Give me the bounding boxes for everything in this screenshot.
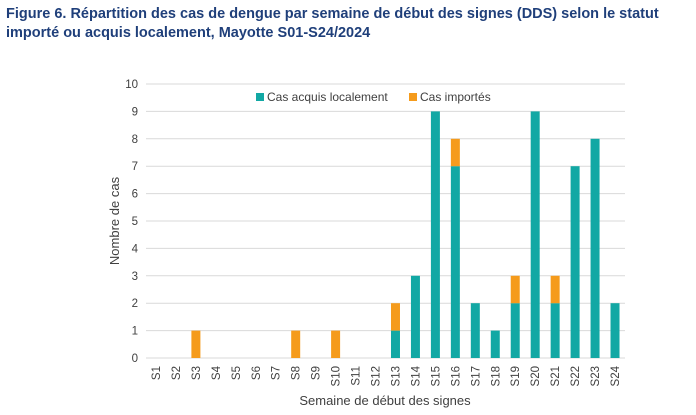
x-tick-label: S2 bbox=[171, 366, 183, 380]
x-axis-label: Semaine de début des signes bbox=[299, 393, 471, 408]
bar-local-S14 bbox=[410, 275, 420, 358]
x-tick-label: S8 bbox=[291, 366, 303, 380]
x-tick-label: S10 bbox=[331, 366, 343, 386]
x-tick-label: S19 bbox=[510, 366, 522, 386]
y-tick-label: 7 bbox=[132, 161, 138, 173]
legend-label-local: Cas acquis localement bbox=[267, 90, 388, 104]
x-tick-label: S18 bbox=[490, 366, 502, 386]
bar-imported-S8 bbox=[291, 330, 301, 358]
bar-local-S24 bbox=[610, 303, 620, 358]
y-tick-label: 0 bbox=[132, 353, 138, 365]
x-tick-label: S13 bbox=[390, 366, 402, 386]
x-tick-label: S6 bbox=[251, 366, 263, 380]
legend-swatch-local bbox=[256, 93, 264, 101]
x-axis-ticks: S1 S2 S3 S4 S5 S6 S7 S8 S9 S10 S11 S12 S13 S14 S15 S16 S… bbox=[151, 365, 622, 386]
bar-local-S17 bbox=[470, 303, 480, 358]
x-tick-label: S15 bbox=[430, 366, 442, 386]
x-tick-label: S24 bbox=[610, 365, 622, 386]
legend-label-imported: Cas importés bbox=[420, 90, 491, 104]
x-tick-label: S4 bbox=[211, 365, 223, 380]
x-tick-label: S12 bbox=[371, 366, 383, 386]
x-tick-label: S21 bbox=[550, 366, 562, 386]
bar-local-S20 bbox=[530, 111, 540, 359]
y-axis-label: Nombre de cas bbox=[107, 176, 122, 265]
x-tick-label: S5 bbox=[231, 366, 243, 380]
x-tick-label: S14 bbox=[410, 365, 422, 386]
y-tick-label: 3 bbox=[132, 271, 138, 283]
y-tick-label: 5 bbox=[132, 216, 138, 228]
x-tick-label: S17 bbox=[470, 366, 482, 386]
bar-local-S18 bbox=[490, 330, 500, 358]
bar-local-S19 bbox=[510, 303, 520, 358]
x-tick-label: S11 bbox=[351, 366, 363, 386]
bar-local-S16 bbox=[450, 166, 460, 358]
x-tick-label: S3 bbox=[191, 366, 203, 380]
x-tick-label: S22 bbox=[570, 366, 582, 386]
y-tick-label: 1 bbox=[132, 326, 138, 338]
bar-imported-S10 bbox=[331, 330, 341, 358]
bar-imported-S13 bbox=[390, 303, 400, 331]
x-tick-label: S9 bbox=[311, 366, 323, 380]
x-tick-label: S7 bbox=[271, 366, 283, 380]
y-tick-label: 9 bbox=[132, 106, 138, 118]
figure-title: Figure 6. Répartition des cas de dengue … bbox=[6, 6, 659, 41]
bar-imported-S21 bbox=[550, 275, 560, 304]
y-tick-label: 4 bbox=[132, 243, 139, 255]
x-tick-label: S16 bbox=[450, 366, 462, 386]
legend: Cas acquis localement Cas importés bbox=[256, 90, 491, 104]
bar-local-S21 bbox=[550, 303, 560, 358]
x-tick-label: S20 bbox=[530, 366, 542, 386]
x-tick-label: S1 bbox=[151, 366, 163, 380]
bar-local-S22 bbox=[570, 166, 580, 358]
bar-local-S23 bbox=[590, 138, 600, 358]
bar-imported-S3 bbox=[191, 330, 201, 358]
x-tick-label: S23 bbox=[590, 366, 602, 386]
y-axis-ticks: 0 1 2 3 4 5 6 7 8 9 10 bbox=[125, 79, 138, 365]
bar-imported-S16 bbox=[450, 138, 460, 167]
bar-local-S13 bbox=[390, 330, 400, 358]
y-tick-label: 8 bbox=[132, 134, 138, 146]
legend-swatch-imported bbox=[409, 93, 417, 101]
bars bbox=[191, 111, 620, 359]
bar-imported-S19 bbox=[510, 275, 520, 304]
y-tick-label: 10 bbox=[125, 79, 138, 91]
y-tick-label: 6 bbox=[132, 189, 138, 201]
bar-local-S15 bbox=[430, 111, 440, 359]
y-tick-label: 2 bbox=[132, 298, 138, 310]
gridlines bbox=[146, 83, 625, 359]
